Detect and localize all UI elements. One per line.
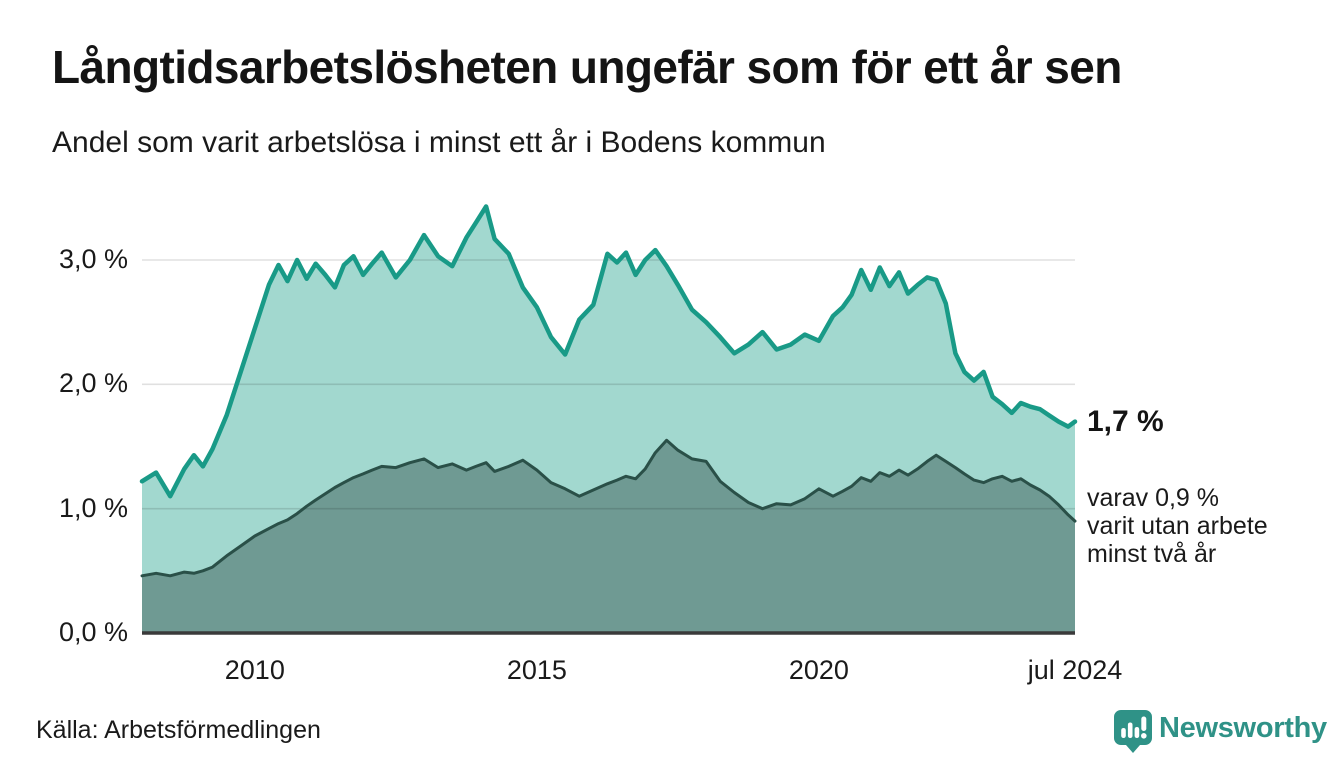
y-tick-label: 1,0 % xyxy=(58,492,128,523)
x-tick-label: 2010 xyxy=(224,655,285,685)
detail-annotation-line3: minst två år xyxy=(1087,540,1217,568)
y-tick-label: 2,0 % xyxy=(58,368,128,399)
page-title: Långtidsarbetslösheten ungefär som för e… xyxy=(52,41,1122,93)
x-tick-label: 2015 xyxy=(506,655,567,685)
newsworthy-logo-wordmark: Newsworthy xyxy=(1159,712,1327,744)
detail-annotation-line1: varav 0,9 % xyxy=(1087,484,1220,512)
x-tick-label: 2020 xyxy=(788,655,849,685)
latest-value-label: 1,7 % xyxy=(1087,405,1164,438)
detail-annotation-line2: varit utan arbete xyxy=(1087,512,1268,540)
source-credit: Källa: Arbetsförmedlingen xyxy=(36,716,321,744)
y-tick-label: 3,0 % xyxy=(58,244,128,274)
y-tick-label: 0,0 % xyxy=(58,617,128,647)
series-area-1 xyxy=(142,440,1075,633)
newsworthy-logo-icon xyxy=(1114,710,1152,753)
detail-annotation: varav 0,9 % varit utan arbete minst två … xyxy=(1087,484,1268,568)
page-subtitle: Andel som varit arbetslösa i minst ett å… xyxy=(52,126,826,159)
x-tick-label: jul 2024 xyxy=(1027,655,1123,685)
series-line-1 xyxy=(140,438,1077,578)
series-line-0 xyxy=(139,204,1078,499)
